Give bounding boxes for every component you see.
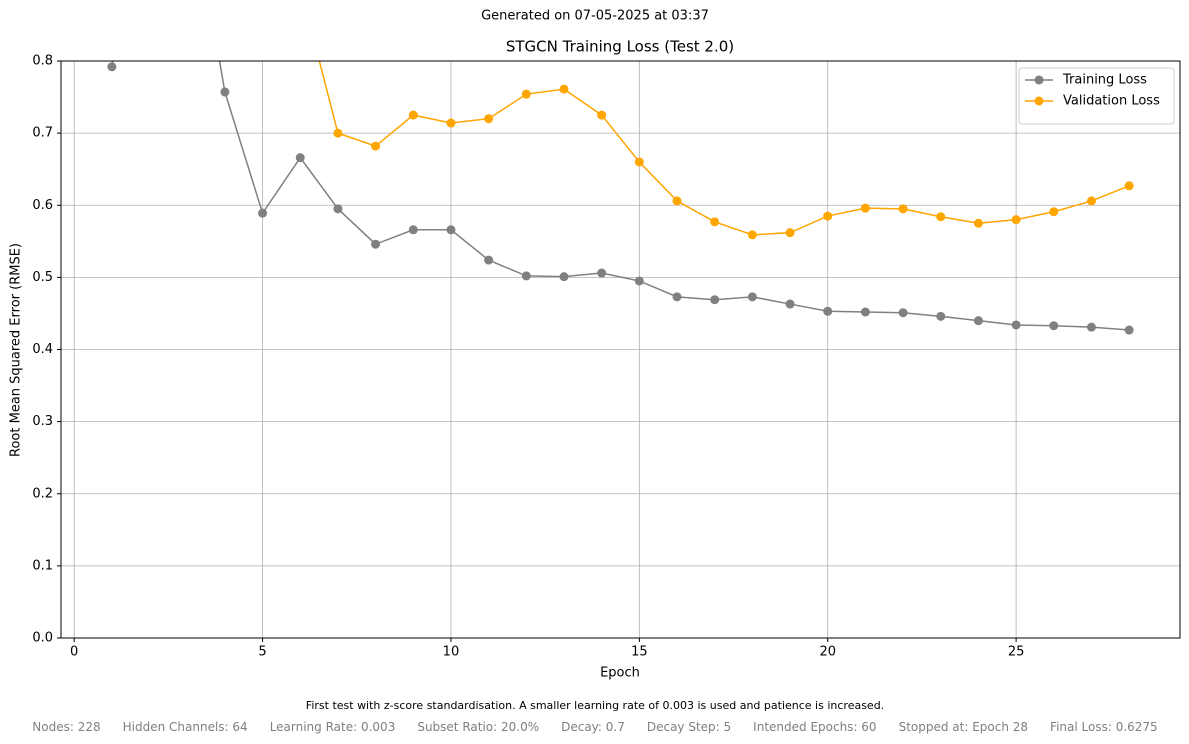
data-point [973, 218, 983, 228]
data-point [672, 196, 682, 206]
data-point [559, 84, 569, 94]
data-point [672, 292, 682, 302]
data-point [823, 306, 833, 316]
data-point [747, 292, 757, 302]
footer-item: Nodes: 228 [32, 720, 100, 734]
data-point [597, 110, 607, 120]
legend-label: Validation Loss [1063, 94, 1160, 109]
data-point [408, 110, 418, 120]
y-tick-label: 0.8 [32, 54, 53, 69]
data-point [898, 204, 908, 214]
legend: Training Loss Validation Loss [1018, 67, 1175, 125]
y-tick-label: 0.1 [32, 558, 53, 573]
data-point [371, 141, 381, 151]
data-point [258, 208, 268, 218]
data-point [785, 228, 795, 238]
x-tick-label: 5 [258, 645, 266, 660]
y-tick-label: 0.3 [32, 414, 53, 429]
data-point [107, 62, 117, 72]
data-point [333, 204, 343, 214]
footer-item: Stopped at: Epoch 28 [899, 720, 1028, 734]
data-point [860, 307, 870, 317]
data-point [484, 255, 494, 265]
data-point [1011, 215, 1021, 225]
footer-item: Decay: 0.7 [561, 720, 625, 734]
data-point [936, 212, 946, 222]
data-point [521, 89, 531, 99]
legend-marker [1034, 75, 1044, 85]
data-point [371, 239, 381, 249]
data-point [1011, 320, 1021, 330]
data-point [408, 225, 418, 235]
data-point [1086, 196, 1096, 206]
data-point [220, 87, 230, 97]
data-point [597, 268, 607, 278]
y-tick-label: 0.7 [32, 126, 53, 141]
data-point [1124, 325, 1134, 335]
chart-title: STGCN Training Loss (Test 2.0) [506, 38, 734, 56]
grid [61, 60, 1180, 639]
footer-item: Subset Ratio: 20.0% [417, 720, 539, 734]
data-point [446, 118, 456, 128]
data-point [521, 271, 531, 281]
data-point [446, 225, 456, 235]
footer-item: Intended Epochs: 60 [753, 720, 876, 734]
x-tick-label: 0 [70, 645, 78, 660]
x-axis-label: Epoch [600, 666, 640, 681]
data-point [559, 272, 569, 282]
data-point [295, 153, 305, 163]
x-tick-label: 25 [1008, 645, 1025, 660]
footer-item: Decay Step: 5 [647, 720, 731, 734]
x-tick-label: 10 [443, 645, 460, 660]
data-point [936, 311, 946, 321]
plot-area [107, 61, 1134, 335]
y-tick-label: 0.2 [32, 486, 53, 501]
legend-label: Training Loss [1062, 73, 1147, 88]
footer: Nodes: 228 Hidden Channels: 64 Learning Ra… [32, 720, 1157, 734]
data-point [1049, 207, 1059, 217]
x-tick-label: 20 [819, 645, 836, 660]
data-point [710, 295, 720, 305]
series-line [318, 61, 1130, 236]
legend-marker [1034, 96, 1044, 106]
y-tick-label: 0.0 [32, 631, 53, 646]
series-line [111, 61, 1130, 331]
data-point [785, 299, 795, 309]
footer-item: Hidden Channels: 64 [123, 720, 248, 734]
data-point [860, 203, 870, 213]
x-tick-label: 15 [631, 645, 648, 660]
y-tick-label: 0.6 [32, 198, 53, 213]
data-point [1086, 322, 1096, 332]
data-point [634, 276, 644, 286]
data-point [1124, 181, 1134, 191]
y-tick-label: 0.4 [32, 342, 53, 357]
data-point [484, 114, 494, 124]
footer-item: Final Loss: 0.6275 [1050, 720, 1158, 734]
y-axis-label: Root Mean Squared Error (RMSE) [9, 243, 24, 457]
footer-item: Learning Rate: 0.003 [270, 720, 396, 734]
data-point [634, 157, 644, 167]
suptitle: Generated on 07-05-2025 at 03:37 [481, 9, 709, 24]
y-tick-label: 0.5 [32, 270, 53, 285]
data-point [898, 308, 908, 318]
data-point [747, 230, 757, 240]
data-point [710, 217, 720, 227]
data-point [1049, 321, 1059, 331]
legend-box [1018, 67, 1175, 125]
note: First test with z-score standardisation.… [306, 699, 884, 712]
data-point [823, 211, 833, 221]
data-point [973, 316, 983, 326]
data-point [333, 128, 343, 138]
